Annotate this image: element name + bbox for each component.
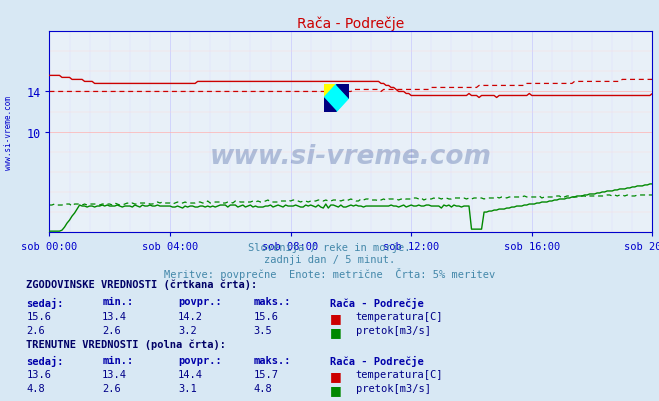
Text: 2.6: 2.6 [26, 325, 45, 335]
Text: Rača - Podrečje: Rača - Podrečje [330, 355, 423, 366]
Text: sedaj:: sedaj: [26, 297, 64, 308]
Text: 13.4: 13.4 [102, 311, 127, 321]
Text: 4.8: 4.8 [254, 383, 272, 393]
Text: min.:: min.: [102, 355, 133, 365]
Text: Meritve: povprečne  Enote: metrične  Črta: 5% meritev: Meritve: povprečne Enote: metrične Črta:… [164, 267, 495, 279]
Text: povpr.:: povpr.: [178, 355, 221, 365]
Text: 13.6: 13.6 [26, 369, 51, 379]
Text: 3.2: 3.2 [178, 325, 196, 335]
Text: povpr.:: povpr.: [178, 297, 221, 307]
Text: 2.6: 2.6 [102, 325, 121, 335]
Text: pretok[m3/s]: pretok[m3/s] [356, 325, 431, 335]
Text: 14.2: 14.2 [178, 311, 203, 321]
Text: Slovenija / reke in morje.: Slovenija / reke in morje. [248, 243, 411, 253]
Text: 15.7: 15.7 [254, 369, 279, 379]
Text: 3.5: 3.5 [254, 325, 272, 335]
Text: temperatura[C]: temperatura[C] [356, 369, 444, 379]
Text: pretok[m3/s]: pretok[m3/s] [356, 383, 431, 393]
Text: 13.4: 13.4 [102, 369, 127, 379]
Text: sedaj:: sedaj: [26, 355, 64, 366]
Title: Rača - Podrečje: Rača - Podrečje [297, 16, 405, 31]
Polygon shape [324, 85, 336, 99]
Text: ■: ■ [330, 325, 341, 338]
Text: 2.6: 2.6 [102, 383, 121, 393]
Text: 3.1: 3.1 [178, 383, 196, 393]
Text: maks.:: maks.: [254, 297, 291, 307]
Text: 4.8: 4.8 [26, 383, 45, 393]
Text: TRENUTNE VREDNOSTI (polna črta):: TRENUTNE VREDNOSTI (polna črta): [26, 339, 226, 349]
Text: 15.6: 15.6 [26, 311, 51, 321]
Text: min.:: min.: [102, 297, 133, 307]
Polygon shape [324, 85, 349, 112]
Text: ZGODOVINSKE VREDNOSTI (črtkana črta):: ZGODOVINSKE VREDNOSTI (črtkana črta): [26, 279, 258, 289]
Text: ■: ■ [330, 369, 341, 382]
Text: ■: ■ [330, 383, 341, 396]
Text: temperatura[C]: temperatura[C] [356, 311, 444, 321]
Text: 15.6: 15.6 [254, 311, 279, 321]
Text: www.si-vreme.com: www.si-vreme.com [210, 144, 492, 169]
Text: maks.:: maks.: [254, 355, 291, 365]
Text: Rača - Podrečje: Rača - Podrečje [330, 297, 423, 308]
Text: ■: ■ [330, 311, 341, 324]
Text: 14.4: 14.4 [178, 369, 203, 379]
Text: www.si-vreme.com: www.si-vreme.com [4, 95, 13, 169]
Polygon shape [324, 99, 336, 112]
Polygon shape [336, 85, 349, 99]
Text: zadnji dan / 5 minut.: zadnji dan / 5 minut. [264, 255, 395, 265]
